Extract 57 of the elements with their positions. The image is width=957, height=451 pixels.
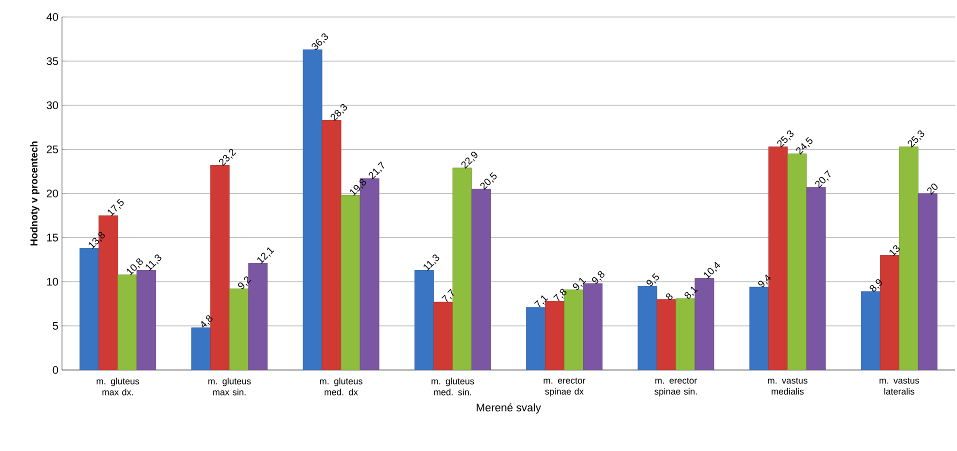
data-label: 8,1 (684, 286, 698, 299)
bar (860, 291, 880, 370)
y-tick-label: 20 (46, 190, 58, 198)
data-label: 9,2 (238, 276, 252, 289)
bar (918, 193, 938, 370)
data-label: 7,7 (442, 288, 454, 302)
bar (676, 298, 696, 370)
data-label: 20 (927, 184, 938, 195)
data-label: 9,4 (758, 274, 771, 288)
bar (452, 168, 472, 370)
y-tick-label: 40 (46, 13, 58, 21)
data-label: 7,8 (553, 288, 566, 302)
x-axis-title: Merené svaly (476, 403, 542, 414)
data-label: 9,1 (572, 278, 586, 290)
bar (191, 327, 211, 370)
bar (340, 195, 360, 370)
y-tick-label: 0 (52, 366, 58, 374)
data-label: 11,3 (424, 254, 440, 271)
y-tick-label: 15 (47, 234, 58, 242)
data-label: 4,8 (201, 315, 213, 328)
data-label: 8 (666, 293, 673, 300)
data-label: 12,1 (257, 247, 274, 264)
bar (806, 187, 826, 370)
x-tick-label: m. erector spinae dx (544, 378, 586, 396)
bar (656, 299, 676, 370)
bar (433, 302, 453, 370)
y-tick-label: 30 (46, 101, 58, 110)
bar (322, 120, 342, 370)
x-tick-label: m. gluteus max sin. (208, 378, 251, 396)
data-label: 13 (890, 245, 900, 256)
x-tick-label: m. vastus lateralis (880, 378, 920, 395)
x-tick-label: m. erector spinae sin. (654, 378, 697, 396)
data-label: 9,5 (646, 273, 659, 286)
data-label: 7,1 (534, 295, 548, 308)
x-tick-label: m. gluteus max dx. (96, 378, 140, 396)
y-axis-title: Hodnoty v procentech (30, 142, 40, 246)
data-label: 9,8 (592, 271, 604, 284)
bar (414, 270, 434, 370)
bar (638, 286, 658, 370)
bar (787, 154, 807, 370)
x-tick-label: m. gluteus med. sin. (432, 378, 474, 396)
bar (526, 307, 546, 370)
y-tick-label: 5 (52, 322, 58, 330)
bar (118, 274, 138, 370)
bar (898, 146, 918, 370)
x-tick-label: m. gluteus med. dx (320, 378, 362, 396)
bar (80, 248, 100, 370)
x-tick-label: m. vastus medialis (768, 378, 808, 395)
bar (471, 188, 491, 370)
data-label: 8,9 (870, 279, 882, 292)
bar (749, 286, 769, 370)
bar (302, 49, 322, 370)
y-tick-label: 35 (46, 57, 58, 66)
y-tick-label: 10 (47, 278, 58, 286)
data-label: 11,3 (146, 254, 162, 271)
bar (229, 288, 249, 370)
y-tick-label: 25 (46, 146, 58, 154)
